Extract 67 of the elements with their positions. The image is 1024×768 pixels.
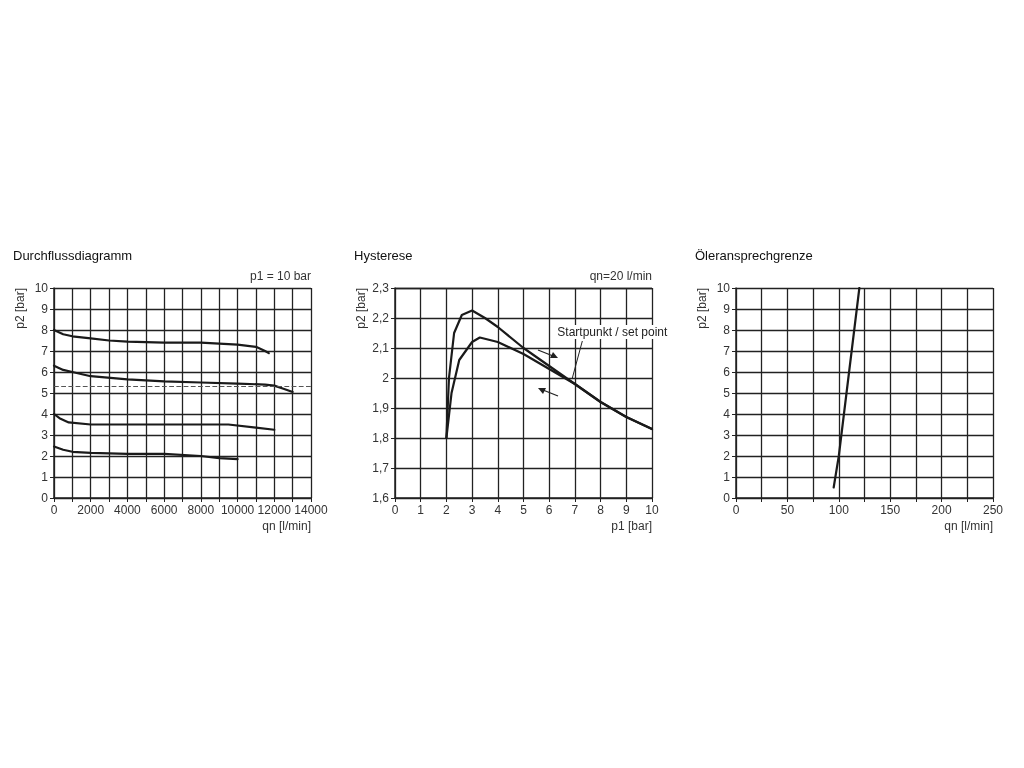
x-tick-label: 12000 bbox=[257, 503, 292, 517]
y-tick-label: 1,6 bbox=[372, 491, 390, 505]
x-tick-label: 150 bbox=[880, 503, 901, 517]
text: p1 = 10 bar bbox=[249, 269, 312, 283]
x-tick-label: 0 bbox=[732, 503, 740, 517]
y-tick-label: 1,8 bbox=[372, 431, 390, 445]
x-tick-label: 3 bbox=[468, 503, 476, 517]
y-tick-label: 1,7 bbox=[372, 461, 390, 475]
x-axis-title: qn [l/min] bbox=[944, 519, 993, 533]
x-tick-label: 6000 bbox=[150, 503, 178, 517]
x-tick-label: 250 bbox=[982, 503, 1004, 517]
x-tick-label: 200 bbox=[931, 503, 952, 517]
chart-title: Hysterese bbox=[354, 248, 413, 263]
y-tick-label: 8 bbox=[723, 323, 731, 337]
y-tick-label: 6 bbox=[41, 365, 49, 379]
y-axis-title: p2 [bar] bbox=[695, 288, 709, 329]
y-tick-label: 2 bbox=[41, 449, 49, 463]
y-tick-label: 3 bbox=[41, 428, 49, 442]
x-tick-label: 6 bbox=[545, 503, 553, 517]
x-tick-label: 5 bbox=[520, 503, 528, 517]
y-tick-label: 9 bbox=[41, 302, 49, 316]
y-tick-label: 10 bbox=[716, 281, 731, 295]
x-tick-label: 14000 bbox=[294, 503, 329, 517]
chart-title: Durchflussdiagramm bbox=[13, 248, 133, 263]
text: qn=20 l/min bbox=[589, 269, 652, 283]
x-tick-label: 0 bbox=[50, 503, 58, 517]
y-tick-label: 2 bbox=[382, 371, 390, 385]
x-axis-title: qn [l/min] bbox=[262, 519, 311, 533]
x-tick-label: 7 bbox=[571, 503, 579, 517]
y-tick-label: 1,9 bbox=[372, 401, 390, 415]
y-tick-label: 4 bbox=[41, 407, 49, 421]
y-tick-label: 7 bbox=[723, 344, 731, 358]
annotation: Startpunkt / set point bbox=[557, 325, 669, 339]
y-tick-label: 8 bbox=[41, 323, 49, 337]
y-tick-label: 9 bbox=[723, 302, 731, 316]
y-tick-label: 2,3 bbox=[372, 281, 390, 295]
x-tick-label: 10000 bbox=[220, 503, 255, 517]
y-tick-label: 1 bbox=[723, 470, 731, 484]
y-tick-label: 2 bbox=[723, 449, 731, 463]
y-tick-label: 3 bbox=[723, 428, 731, 442]
y-tick-label: 2,1 bbox=[372, 341, 390, 355]
x-tick-label: 10 bbox=[645, 503, 659, 517]
y-tick-label: 5 bbox=[41, 386, 49, 400]
y-tick-label: 7 bbox=[41, 344, 49, 358]
x-tick-label: 9 bbox=[622, 503, 630, 517]
x-tick-label: 100 bbox=[828, 503, 850, 517]
y-tick-label: 2,2 bbox=[372, 311, 390, 325]
y-tick-label: 10 bbox=[34, 281, 49, 295]
y-axis-title: p2 [bar] bbox=[354, 288, 368, 329]
y-tick-label: 6 bbox=[723, 365, 731, 379]
x-tick-label: 8000 bbox=[187, 503, 215, 517]
x-tick-label: 4000 bbox=[114, 503, 142, 517]
x-tick-label: 4 bbox=[494, 503, 502, 517]
y-tick-label: 4 bbox=[723, 407, 731, 421]
x-tick-label: 2000 bbox=[77, 503, 105, 517]
x-tick-label: 8 bbox=[597, 503, 605, 517]
x-tick-label: 50 bbox=[780, 503, 795, 517]
y-tick-label: 1 bbox=[41, 470, 49, 484]
chart-title: Öleransprechgrenze bbox=[695, 248, 813, 263]
y-tick-label: 5 bbox=[723, 386, 731, 400]
y-axis-title: p2 [bar] bbox=[13, 288, 27, 329]
x-tick-label: 0 bbox=[391, 503, 399, 517]
x-axis-title: p1 [bar] bbox=[611, 519, 652, 533]
y-tick-label: 0 bbox=[41, 491, 49, 505]
x-tick-label: 1 bbox=[417, 503, 425, 517]
y-tick-label: 0 bbox=[723, 491, 731, 505]
x-tick-label: 2 bbox=[443, 503, 451, 517]
